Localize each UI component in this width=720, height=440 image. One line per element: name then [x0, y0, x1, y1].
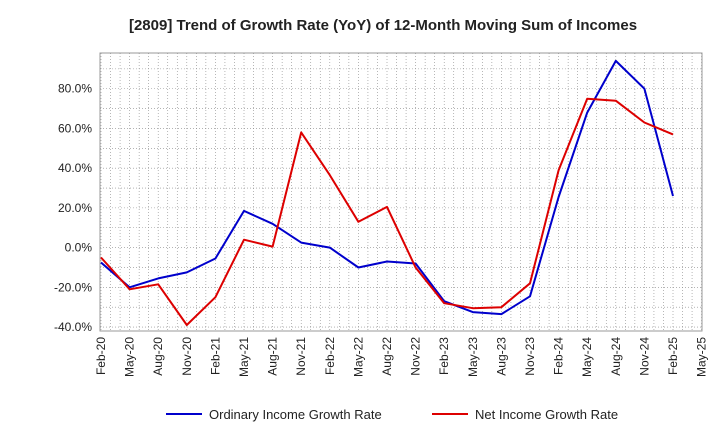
- x-tick-label: Feb-23: [437, 337, 451, 375]
- y-tick-label: 0.0%: [65, 241, 93, 255]
- x-tick-label: May-24: [580, 337, 594, 377]
- series-lines: [100, 59, 674, 326]
- x-tick-label: Aug-22: [380, 337, 394, 376]
- y-tick-label: 20.0%: [58, 201, 92, 215]
- x-tick-label: May-21: [237, 337, 251, 377]
- x-tick-label: Feb-20: [94, 337, 108, 375]
- plot-area: [99, 52, 703, 332]
- y-tick-label: -20.0%: [54, 280, 92, 294]
- x-axis-ticks: Feb-20 May-20 Aug-20 Nov-20 Feb-21 May-21 Aug-…: [94, 337, 709, 377]
- x-tick-label: Aug-23: [494, 337, 508, 376]
- chart-title: [2809] Trend of Growth Rate (YoY) of 12-…: [129, 17, 637, 34]
- x-tick-label: May-20: [123, 337, 137, 377]
- x-tick-label: Feb-24: [552, 337, 566, 375]
- x-tick-label: May-25: [695, 337, 709, 377]
- x-tick-label: May-23: [466, 337, 480, 377]
- x-tick-label: May-22: [351, 337, 365, 377]
- x-tick-label: Nov-24: [637, 337, 651, 376]
- x-tick-label: Aug-21: [266, 337, 280, 376]
- x-tick-label: Nov-21: [294, 337, 308, 376]
- x-tick-label: Aug-24: [609, 337, 623, 376]
- x-tick-label: Feb-25: [666, 337, 680, 375]
- y-tick-label: -40.0%: [54, 320, 92, 334]
- grid-lines: [100, 53, 702, 331]
- legend-label-1: Ordinary Income Growth Rate: [209, 407, 382, 422]
- x-tick-label: Nov-23: [523, 337, 537, 376]
- x-tick-label: Nov-22: [409, 337, 423, 376]
- y-tick-label: 80.0%: [58, 82, 92, 96]
- y-axis-ticks: -40.0% -20.0% 0.0% 20.0% 40.0% 60.0% 80.0%: [54, 82, 92, 334]
- x-tick-label: Feb-21: [208, 337, 222, 375]
- x-tick-label: Feb-22: [323, 337, 337, 375]
- y-tick-label: 60.0%: [58, 121, 92, 135]
- x-tick-label: Nov-20: [180, 337, 194, 376]
- x-tick-label: Aug-20: [151, 337, 165, 376]
- legend-label-2: Net Income Growth Rate: [475, 407, 618, 422]
- y-tick-label: 40.0%: [58, 161, 92, 175]
- series-line-2: [100, 97, 674, 326]
- legend: Ordinary Income Growth Rate Net Income Gr…: [166, 407, 618, 422]
- series-line-1: [100, 59, 674, 316]
